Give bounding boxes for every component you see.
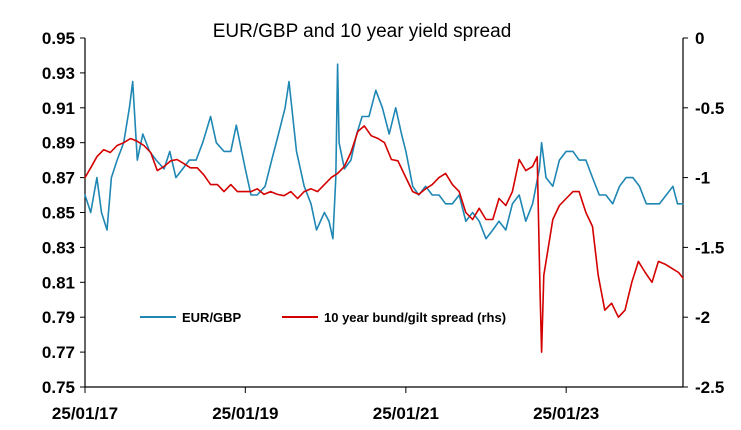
right-y-tick-label: 0: [695, 29, 704, 48]
left-y-tick-label: 0.83: [42, 238, 75, 257]
right-y-tick-label: -1: [695, 169, 710, 188]
left-y-tick-label: 0.77: [42, 343, 75, 362]
left-y-tick-label: 0.89: [42, 134, 75, 153]
series-line-bund-gilt-spread: [84, 125, 684, 353]
legend: EUR/GBP 10 year bund/gilt spread (rhs): [140, 310, 506, 325]
left-y-tick-label: 0.75: [42, 378, 75, 397]
left-y-tick-label: 0.87: [42, 169, 75, 188]
x-tick-label: 25/01/21: [373, 404, 439, 423]
chart-title: EUR/GBP and 10 year yield spread: [213, 21, 512, 42]
right-y-tick-label: -2: [695, 308, 710, 327]
left-y-tick-label: 0.85: [42, 204, 75, 223]
right-y-tick-label: -2.5: [695, 378, 724, 397]
series-layer: [84, 63, 684, 353]
right-y-tick-label: -1.5: [695, 238, 724, 257]
left-y-tick-label: 0.95: [42, 29, 75, 48]
legend-label: EUR/GBP: [182, 310, 242, 325]
left-y-tick-label: 0.79: [42, 308, 75, 327]
x-tick-label: 25/01/23: [533, 404, 599, 423]
x-tick-label: 25/01/19: [212, 404, 278, 423]
left-y-tick-label: 0.91: [42, 99, 75, 118]
series-line-eurgbp: [84, 63, 684, 240]
left-y-tick-label: 0.93: [42, 64, 75, 83]
axes-layer: 0.75 0.77 0.79 0.81 0.83 0.85 0.87 0.89 0.91 0.93…: [42, 29, 724, 423]
right-y-tick-label: -0.5: [695, 99, 724, 118]
left-y-tick-label: 0.81: [42, 273, 75, 292]
legend-label: 10 year bund/gilt spread (rhs): [324, 310, 506, 325]
x-tick-label: 25/01/17: [52, 404, 118, 423]
